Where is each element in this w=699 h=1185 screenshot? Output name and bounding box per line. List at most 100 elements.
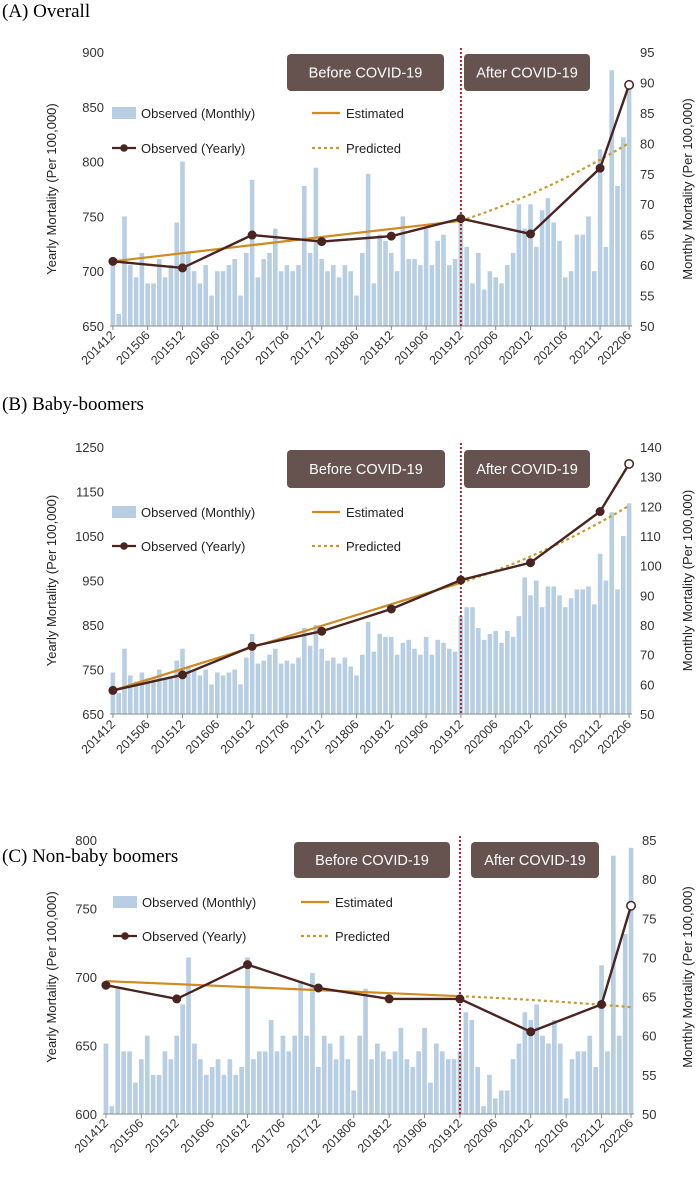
legend-label-monthly: Observed (Monthly) [142, 895, 256, 910]
legend-label-predicted: Predicted [346, 141, 401, 156]
monthly-bar [354, 295, 359, 326]
monthly-bar [280, 1035, 286, 1114]
monthly-bar [186, 957, 191, 1114]
monthly-bar [290, 663, 295, 714]
monthly-bar [476, 627, 481, 714]
y-right-tick-label: 65 [640, 228, 654, 243]
x-tick-label: 201612 [218, 717, 257, 756]
monthly-bar [569, 1059, 575, 1114]
monthly-bar [580, 589, 585, 714]
monthly-bar [586, 216, 591, 326]
monthly-bar [410, 1067, 416, 1114]
before-covid-label: Before COVID-19 [315, 853, 429, 869]
observed-yearly-point [386, 231, 396, 241]
monthly-bar [371, 283, 377, 326]
y-left-axis-label: Yearly Mortality (Per 100,000) [44, 103, 59, 275]
monthly-bar [534, 580, 539, 714]
after-covid-box [471, 842, 599, 878]
monthly-bar [603, 246, 609, 326]
monthly-bar [319, 259, 324, 326]
monthly-bar [377, 234, 382, 326]
x-tick-label: 202012 [496, 328, 535, 367]
legend-swatch-yearly-dot [120, 542, 128, 550]
monthly-bar [464, 607, 469, 714]
monthly-bar [389, 252, 394, 326]
y-left-tick-label: 850 [82, 100, 104, 115]
y-right-tick-label: 120 [640, 499, 662, 514]
monthly-bar [383, 636, 388, 714]
monthly-bar [103, 1043, 109, 1114]
monthly-bar [441, 642, 446, 714]
monthly-bar [441, 234, 446, 326]
y-right-tick-label: 50 [642, 1107, 656, 1122]
monthly-bar [174, 1035, 180, 1114]
monthly-bar [516, 204, 522, 326]
y-right-tick-label: 55 [640, 289, 654, 304]
observed-yearly-point [313, 983, 323, 993]
y-right-tick-label: 70 [640, 197, 654, 212]
monthly-bar [261, 660, 266, 714]
y-left-axis-label: Yearly Mortality (Per 100,000) [44, 891, 59, 1063]
y-left-tick-label: 1050 [75, 529, 104, 544]
monthly-bar [510, 636, 516, 714]
monthly-bar [249, 633, 255, 714]
monthly-bar [267, 252, 272, 326]
monthly-bar [626, 82, 632, 326]
panel-b: (B) Baby-boomers 650 750 850 950 1050 1150 1250… [2, 394, 695, 757]
monthly-bar [273, 228, 278, 326]
monthly-bar [615, 185, 620, 326]
y-left-tick-label: 1150 [76, 485, 104, 500]
monthly-bar [493, 277, 498, 326]
monthly-bar [545, 198, 551, 326]
monthly-bar [599, 965, 604, 1114]
monthly-bar [215, 271, 220, 326]
monthly-bar [505, 630, 510, 714]
monthly-bar [116, 313, 121, 326]
x-tick-label: 201706 [253, 717, 292, 756]
monthly-bar [458, 216, 464, 326]
monthly-bar [510, 1059, 516, 1114]
y-right-tick-label: 70 [642, 950, 656, 965]
legend-label-yearly: Observed (Yearly) [141, 141, 245, 156]
legend-label-yearly: Observed (Yearly) [141, 539, 245, 554]
y-right-tick-label: 90 [640, 75, 654, 90]
monthly-bar [493, 1098, 498, 1114]
observed-yearly-point [317, 626, 327, 636]
monthly-bar [551, 222, 556, 326]
monthly-bar [239, 1067, 244, 1114]
monthly-bar [186, 252, 191, 326]
x-tick-label: 202006 [461, 328, 500, 367]
monthly-bar [380, 1051, 386, 1114]
monthly-bar [534, 1004, 539, 1114]
monthly-bar [244, 252, 249, 326]
monthly-bar [510, 252, 516, 326]
y-left-tick-label: 650 [82, 319, 104, 334]
monthly-bar [307, 252, 313, 326]
monthly-bar [458, 616, 464, 714]
monthly-bar [528, 1020, 534, 1114]
monthly-bar [412, 259, 417, 326]
legend-label-monthly: Observed (Monthly) [141, 505, 255, 520]
x-tick-label: 201806 [322, 717, 361, 756]
legend-swatch-yearly-dot [120, 144, 128, 152]
monthly-bar [278, 271, 284, 326]
monthly-bar [302, 627, 307, 714]
monthly-bar [162, 678, 168, 714]
monthly-bar [144, 1035, 150, 1114]
after-covid-box [464, 54, 590, 91]
observed-yearly-point [178, 670, 187, 680]
monthly-bar [481, 639, 487, 714]
monthly-bar [156, 1074, 162, 1114]
observed-yearly-point [526, 558, 535, 568]
monthly-bar [464, 246, 469, 326]
observed-yearly-point [101, 980, 111, 990]
y-left-tick-label: 900 [82, 45, 104, 60]
monthly-bar [469, 1020, 475, 1114]
monthly-bar [597, 149, 603, 326]
monthly-bar [133, 1082, 138, 1114]
monthly-bar [255, 277, 261, 326]
monthly-bar [220, 675, 226, 714]
x-tick-label: 202006 [461, 717, 500, 756]
monthly-bar [336, 277, 342, 326]
y-right-tick-label: 130 [640, 470, 662, 485]
